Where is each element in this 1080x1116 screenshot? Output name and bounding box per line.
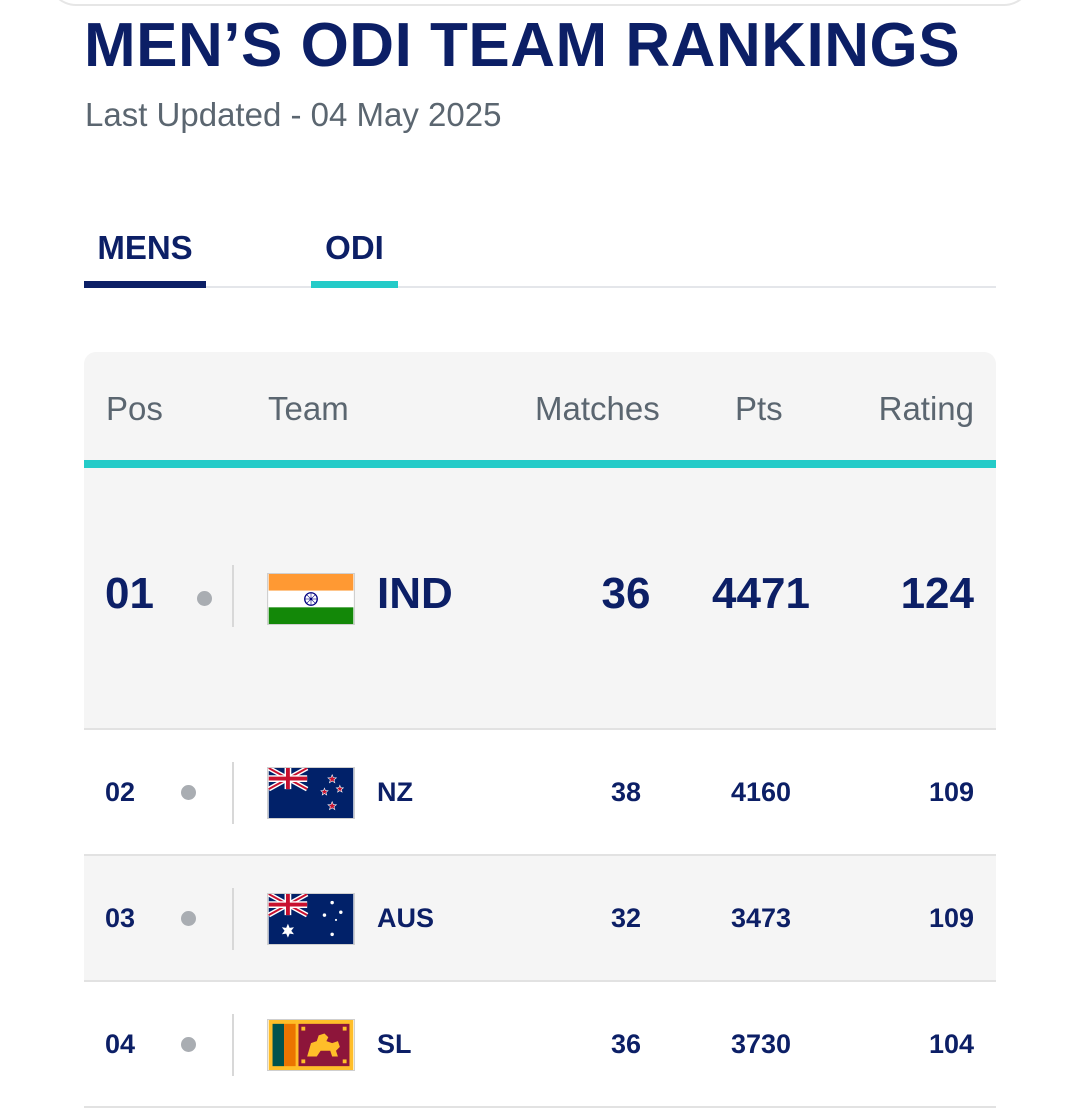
- sri-lanka-flag-icon: [267, 1019, 355, 1071]
- tab-odi-label: ODI: [325, 229, 384, 266]
- row-divider: [232, 1014, 234, 1076]
- column-header-matches: Matches: [535, 390, 660, 427]
- india-flag-icon: [267, 573, 355, 625]
- row-divider: [232, 762, 234, 824]
- rankings-table: Pos Team Matches Pts Rating 01: [84, 352, 996, 1108]
- team-name: AUS: [377, 903, 435, 933]
- team-rating: 124: [900, 569, 974, 618]
- tabs-divider: [84, 286, 996, 288]
- table-row-ind[interactable]: 01 IND 36: [84, 468, 996, 730]
- row-position: 04: [105, 1029, 136, 1059]
- tab-odi-indicator: [311, 281, 398, 288]
- row-divider: [232, 565, 234, 627]
- team-rating: 109: [928, 903, 974, 933]
- tab-odi[interactable]: ODI: [311, 220, 398, 288]
- table-row-sl[interactable]: 04 SL 36: [84, 982, 996, 1108]
- column-header-rating: Rating: [878, 390, 974, 427]
- page-title: MEN’S ODI TEAM RANKINGS: [84, 11, 961, 80]
- filter-tabs: MENS ODI: [84, 220, 996, 290]
- table-row-aus[interactable]: 03: [84, 856, 996, 982]
- row-position: 01: [105, 569, 154, 618]
- team-points: 4160: [730, 777, 792, 807]
- position-change-dot-icon: [181, 1037, 196, 1052]
- team-matches: 36: [601, 569, 651, 618]
- team-points: 4471: [712, 569, 810, 618]
- team-points: 3473: [730, 903, 792, 933]
- header-accent-bar: [84, 460, 996, 468]
- team-name: SL: [377, 1029, 412, 1059]
- team-name: IND: [377, 569, 453, 618]
- column-header-pos: Pos: [106, 390, 163, 427]
- position-change-dot-icon: [181, 785, 196, 800]
- tab-mens-indicator: [84, 281, 206, 288]
- row-position: 02: [105, 777, 136, 807]
- column-header-team: Team: [268, 390, 349, 427]
- australia-flag-icon: [267, 893, 355, 945]
- table-row-nz[interactable]: 02: [84, 730, 996, 856]
- tab-mens[interactable]: MENS: [84, 220, 206, 288]
- team-matches: 32: [610, 903, 642, 933]
- column-header-pts: Pts: [735, 390, 783, 427]
- new-zealand-flag-icon: [267, 767, 355, 819]
- position-change-dot-icon: [197, 591, 212, 606]
- team-points: 3730: [730, 1029, 792, 1059]
- team-rating: 109: [928, 777, 974, 807]
- team-matches: 36: [610, 1029, 642, 1059]
- tab-mens-label: MENS: [97, 229, 193, 266]
- table-header: Pos Team Matches Pts Rating: [84, 352, 996, 468]
- position-change-dot-icon: [181, 911, 196, 926]
- row-position: 03: [105, 903, 136, 933]
- team-matches: 38: [610, 777, 642, 807]
- team-rating: 104: [928, 1029, 974, 1059]
- last-updated-text: Last Updated - 04 May 2025: [85, 96, 502, 133]
- row-divider: [232, 888, 234, 950]
- top-card-edge: [48, 0, 1032, 6]
- team-name: NZ: [377, 777, 413, 807]
